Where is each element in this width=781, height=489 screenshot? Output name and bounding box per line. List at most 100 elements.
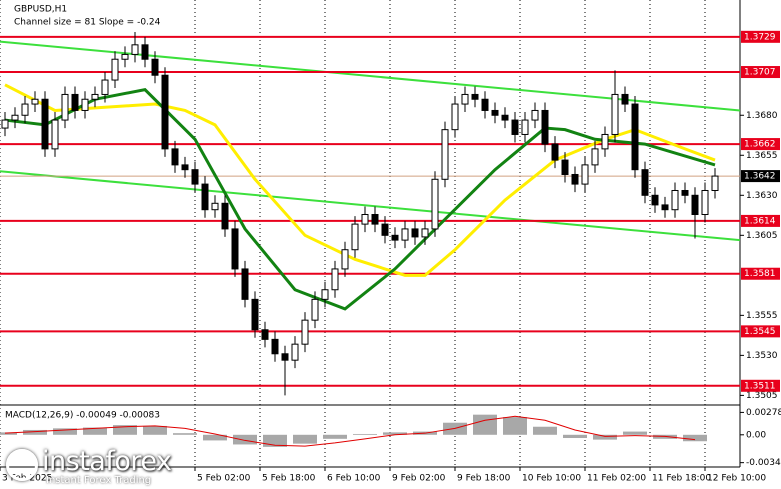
candle-body (601, 133, 609, 150)
level-label-box (741, 325, 780, 338)
x-tick-label: 11 Feb 02:00 (587, 474, 646, 484)
level-label-box (741, 138, 780, 151)
candle-body (301, 319, 309, 345)
candle-body (621, 93, 629, 105)
y-tick-label: 1.3530 (746, 351, 778, 361)
level-label-box (741, 379, 780, 392)
current-price-label: 1.3642 (744, 172, 776, 182)
candle-body (81, 98, 89, 111)
candle-body (451, 103, 459, 131)
candle-body (271, 338, 279, 355)
x-tick-label: 6 Feb 10:00 (327, 474, 381, 484)
x-tick-label: 5 Feb 18:00 (262, 474, 316, 484)
candle-body (551, 143, 559, 161)
candle-body (341, 249, 349, 270)
x-tick-label: 9 Feb 02:00 (392, 474, 446, 484)
macd-histogram-bar (323, 434, 347, 439)
candle-body (671, 189, 679, 211)
candle-body (161, 74, 169, 150)
macd-histogram-bar (503, 417, 527, 435)
macd-histogram-bar (623, 431, 647, 435)
macd-signal-line (4, 415, 696, 447)
candle-body (381, 223, 389, 236)
candle-body (291, 343, 299, 361)
macd-y-tick-label: 0.00278 (746, 408, 781, 418)
logo: instaforex Instant Forex Trading (4, 446, 184, 486)
candle-body (661, 204, 669, 211)
level-label: 1.3729 (744, 32, 776, 42)
candle-body (511, 119, 519, 135)
macd-label: MACD(12,26,9) -0.00049 -0.00083 (5, 411, 160, 421)
candle-body (461, 93, 469, 105)
candle-body (491, 109, 499, 116)
candle-body (571, 173, 579, 185)
candle-body (41, 98, 49, 150)
candle-body (521, 119, 529, 135)
macd-histogram-bar (23, 429, 47, 435)
macd-y-tick-label: 0.00 (746, 430, 766, 440)
candle-body (401, 228, 409, 241)
level-label-box (741, 267, 780, 280)
level-label: 1.3707 (744, 68, 776, 78)
macd-histogram-bar (173, 433, 197, 435)
level-label-box (741, 66, 780, 79)
candle-body (611, 93, 619, 135)
candle-body (711, 175, 719, 191)
channel-line (0, 170, 741, 242)
y-tick-label: 1.3555 (746, 311, 778, 321)
macd-histogram-bar (143, 425, 167, 435)
candle-body (641, 169, 649, 196)
candle-body (101, 79, 109, 95)
macd-histogram-bar (353, 433, 377, 435)
candle-body (221, 202, 229, 230)
moving-average (4, 83, 716, 277)
macd-histogram-bar (533, 426, 557, 435)
macd-histogram-bar (83, 427, 107, 435)
candle-body (581, 164, 589, 185)
x-tick-label: 5 Feb 02:00 (197, 474, 251, 484)
macd-histogram-bar (683, 434, 707, 442)
macd-histogram-bar (53, 428, 77, 435)
candle-body (591, 148, 599, 166)
candle-body (371, 214, 379, 225)
candle-body (151, 58, 159, 76)
candle-body (11, 114, 19, 121)
y-tick-label: 1.3505 (746, 391, 778, 401)
candle-body (91, 93, 99, 100)
candle-body (241, 268, 249, 300)
candle-body (651, 194, 659, 206)
candle-body (681, 189, 689, 196)
macd-histogram-bar (0, 432, 17, 435)
level-label-box (741, 30, 780, 43)
macd-histogram-bar (383, 432, 407, 435)
candle-body (311, 298, 319, 321)
candle-body (251, 298, 259, 331)
logo-tagline: Instant Forex Trading (46, 475, 152, 486)
macd-histogram-bar (233, 434, 257, 445)
level-label-box (741, 214, 780, 227)
y-tick-label: 1.3630 (746, 191, 778, 201)
level-label: 1.3614 (744, 216, 776, 226)
x-tick-label: 10 Feb 10:00 (522, 474, 581, 484)
x-tick-label: 11 Feb 18:00 (652, 474, 711, 484)
chart-subtitle: Channel size = 81 Slope = -0.24 (14, 18, 161, 28)
candle-body (351, 223, 359, 251)
candle-body (231, 228, 239, 270)
y-tick-label: 1.3680 (746, 111, 778, 121)
candle-body (21, 103, 29, 116)
candle-body (181, 164, 189, 171)
macd-histogram-bar (203, 434, 227, 441)
candle-body (411, 228, 419, 238)
candle-body (321, 289, 329, 300)
candle-body (541, 109, 549, 145)
candle-body (441, 129, 449, 180)
y-tick-label: 1.3605 (746, 231, 778, 241)
x-tick-label: 12 Feb 10:00 (707, 474, 766, 484)
macd-histogram-bar (473, 414, 497, 435)
candle-body (61, 93, 69, 121)
candle-body (121, 53, 129, 60)
candle-body (701, 189, 709, 216)
level-label: 1.3511 (744, 381, 776, 391)
candle-body (261, 329, 269, 340)
